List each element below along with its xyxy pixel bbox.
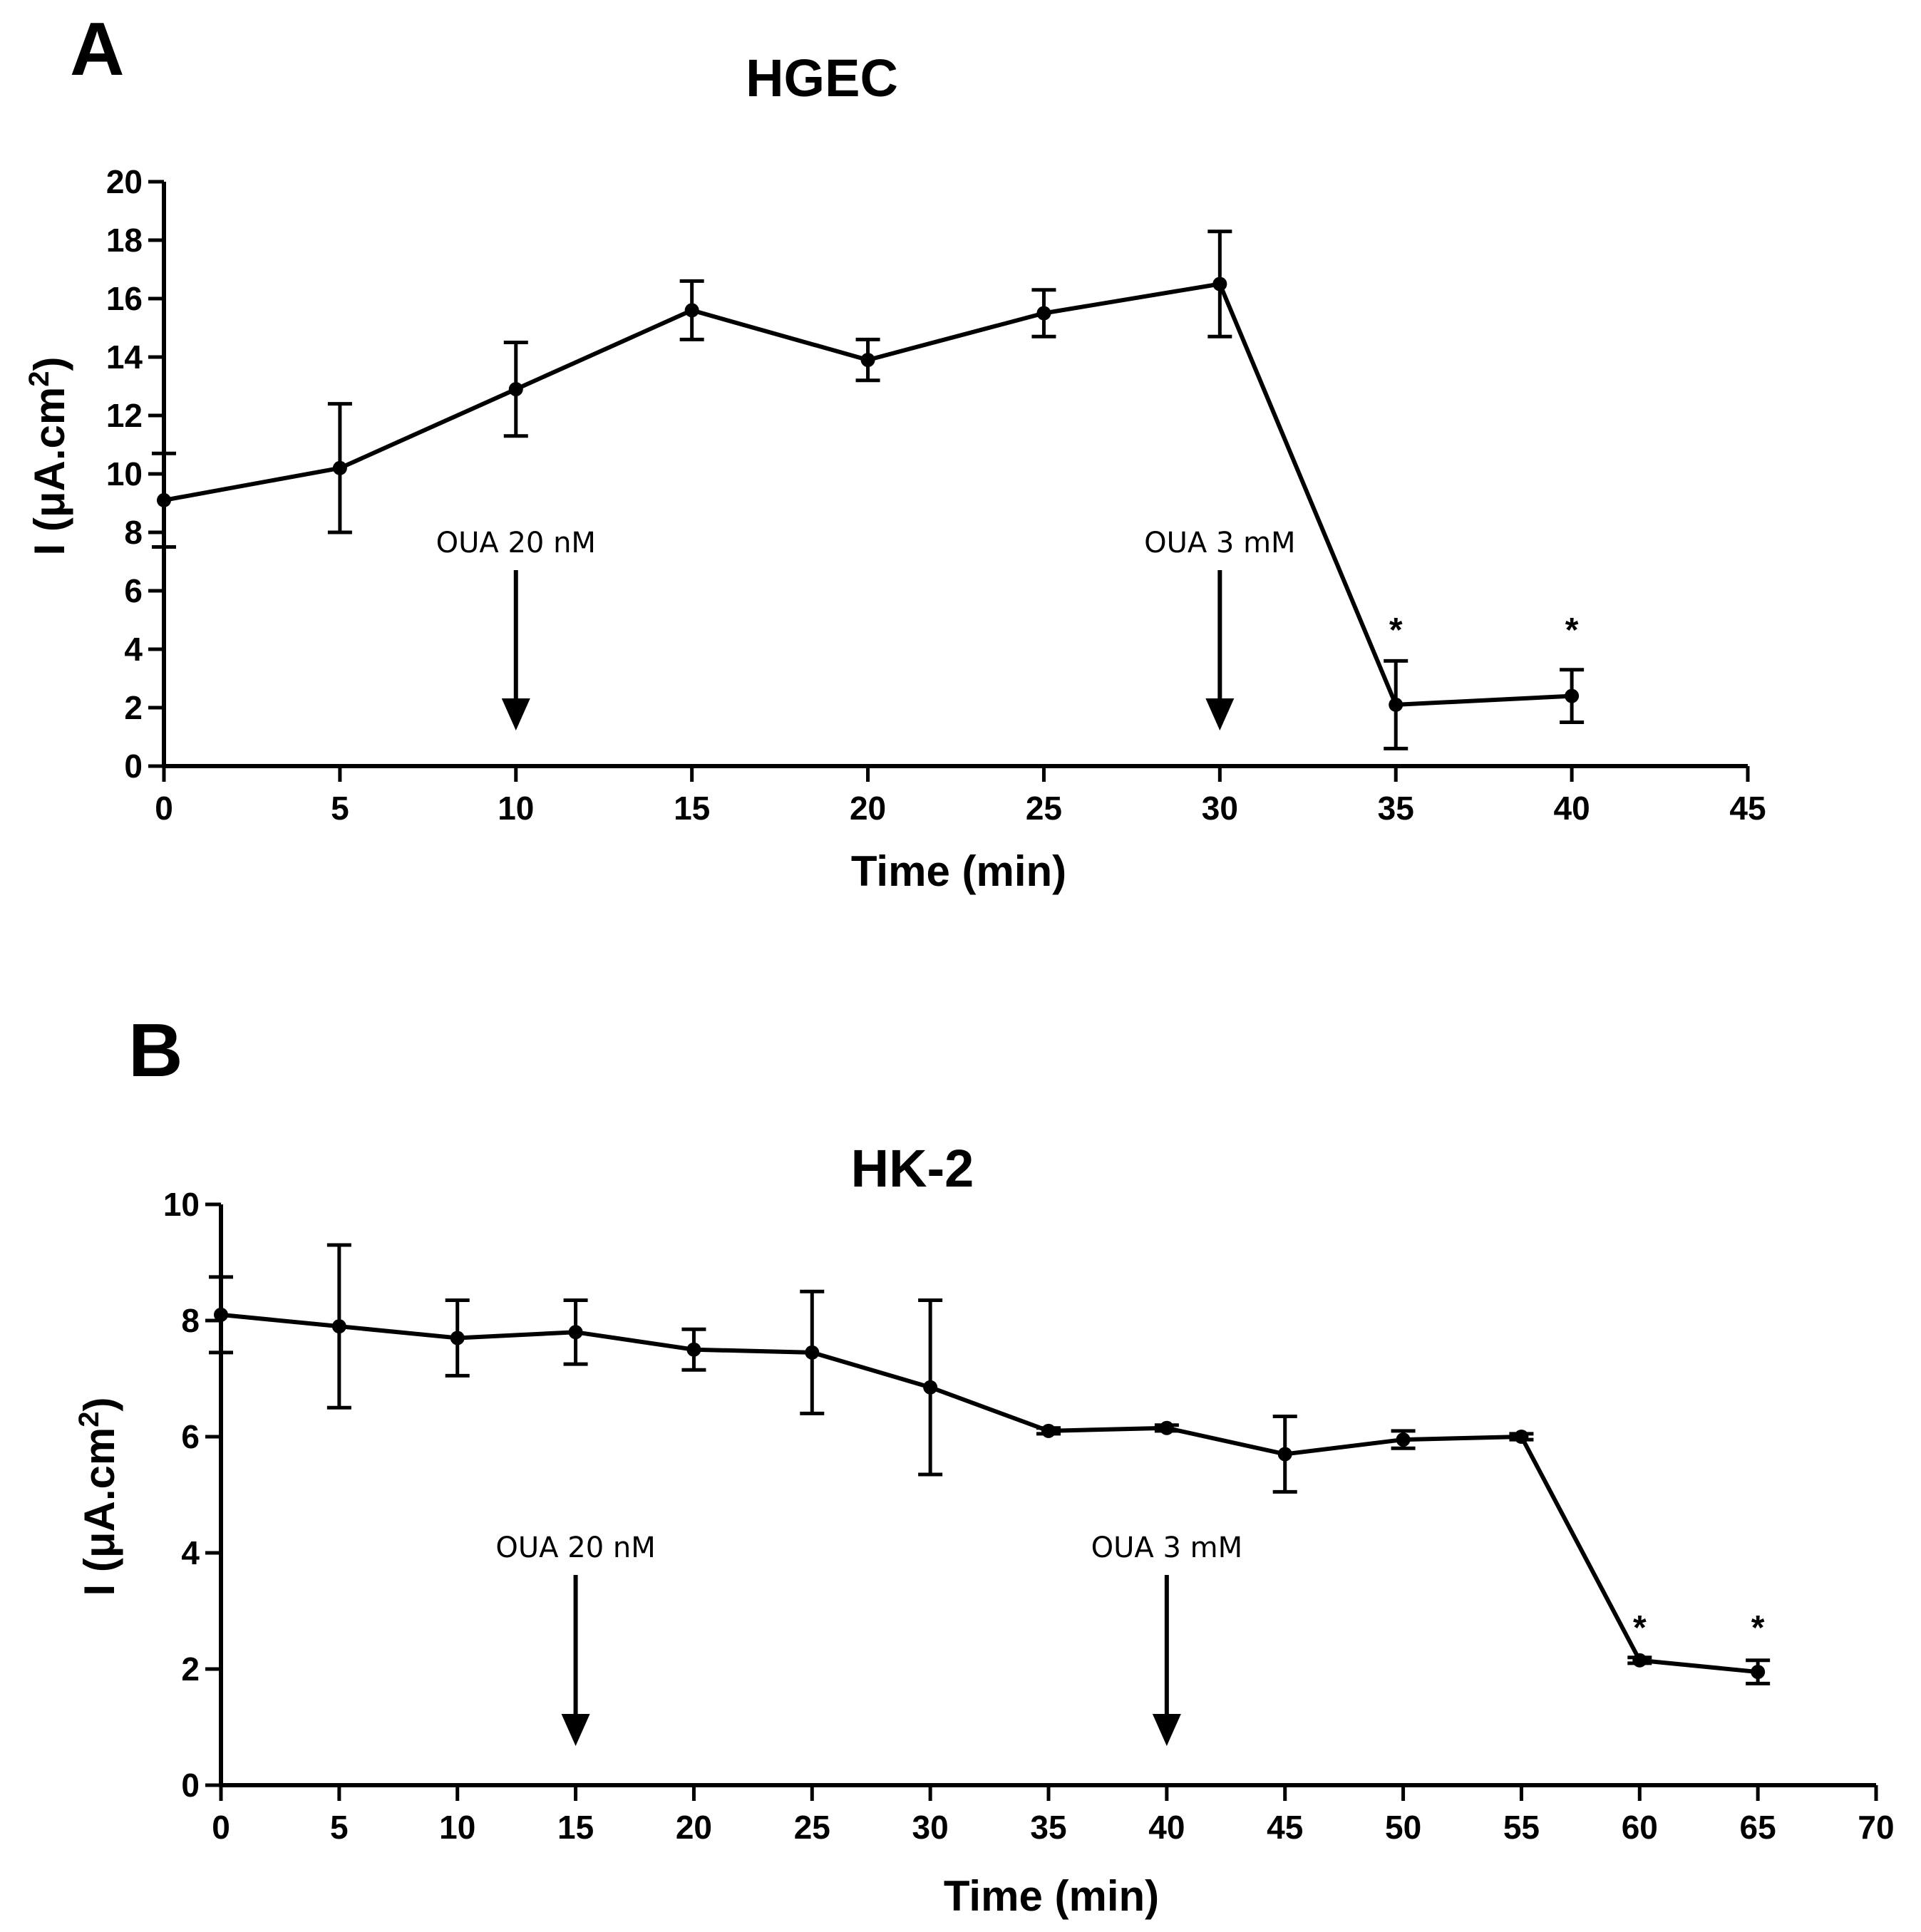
annotation-arrow-head-b [1152,1714,1181,1746]
x-tick-label-a: 35 [1378,790,1414,827]
data-point-a [1565,688,1580,703]
y-tick-label-b: 10 [163,1186,200,1223]
data-point-b [331,1319,346,1334]
x-tick-label-b: 40 [1148,1809,1185,1846]
x-tick-label-a: 40 [1554,790,1590,827]
x-tick-label-a: 15 [674,790,710,827]
y-tick-label-b: 8 [181,1302,200,1339]
annotation-arrow-head-a [501,698,530,730]
panel-letter-a: A [70,7,125,91]
significance-star-b: * [1633,1609,1647,1647]
y-tick-label-a: 8 [124,514,143,551]
data-point-b [1277,1447,1292,1462]
y-tick-label-a: 2 [124,689,143,726]
annotation-label-b: OUA 3 mM [1091,1531,1242,1564]
data-point-b [568,1325,583,1340]
y-axis-label-b: I (μA.cm2) [73,1398,123,1596]
x-tick-label-b: 35 [1030,1809,1066,1846]
data-point-b [805,1345,820,1360]
y-tick-label-a: 18 [106,222,143,259]
data-point-b [1396,1432,1411,1447]
x-tick-label-b: 50 [1385,1809,1421,1846]
x-tick-label-a: 10 [498,790,534,827]
data-point-a [1036,306,1051,321]
data-point-a [1389,697,1404,712]
x-tick-label-b: 55 [1503,1809,1540,1846]
annotation-label-a: OUA 3 mM [1144,527,1295,559]
y-tick-label-b: 0 [181,1767,200,1804]
x-tick-label-a: 20 [850,790,886,827]
x-tick-label-b: 15 [557,1809,594,1846]
x-tick-label-b: 10 [439,1809,475,1846]
x-axis-label-b: Time (min) [944,1872,1159,1920]
x-tick-label-b: 60 [1622,1809,1658,1846]
x-tick-label-b: 65 [1740,1809,1776,1846]
data-point-b [1751,1665,1766,1680]
y-tick-label-b: 2 [181,1651,200,1688]
y-tick-label-a: 6 [124,572,143,609]
significance-star-b: * [1751,1609,1765,1647]
data-point-a [157,492,171,507]
y-tick-label-a: 16 [106,280,143,317]
data-point-b [1041,1423,1056,1438]
plot-area-a: 0 2 4 6 8 10 12 14 16 18 20 0 5 10 15 20 25 30 35 40 45 OUA 2… [106,163,1766,827]
data-point-b [1632,1653,1647,1668]
data-point-a [332,460,347,475]
series-line-b [220,1312,1758,1675]
annotation-arrow-head-b [561,1714,590,1746]
x-tick-label-b: 5 [330,1809,349,1846]
data-point-a [1212,277,1227,291]
x-tick-label-b: 20 [676,1809,712,1846]
chart-title-b: HK-2 [851,1139,974,1198]
y-tick-label-a: 12 [106,397,143,434]
x-tick-label-a: 25 [1026,790,1062,827]
y-tick-label-a: 20 [106,163,143,200]
annotation-label-b: OUA 20 nM [495,1531,655,1564]
y-tick-label-a: 0 [124,748,143,785]
x-axis-label-a: Time (min) [851,847,1066,895]
chart-title-a: HGEC [746,48,898,108]
data-point-a [684,303,699,318]
x-tick-label-a: 0 [155,790,173,827]
significance-star-a: * [1565,611,1579,649]
x-tick-label-b: 70 [1858,1809,1894,1846]
significance-star-a: * [1389,611,1403,649]
data-point-b [450,1331,465,1345]
x-tick-label-a: 5 [331,790,349,827]
y-tick-label-a: 4 [124,631,143,668]
x-tick-label-b: 25 [794,1809,830,1846]
annotation-label-a: OUA 20 nM [436,527,596,559]
plot-area-b: 0 2 4 6 8 10 0 5 10 15 20 25 30 35 40 45 50 55 60 65 70 OUA 2… [163,1186,1895,1846]
x-tick-label-a: 45 [1729,790,1766,827]
panel-letter-b: B [128,1008,183,1092]
data-point-b [686,1342,701,1357]
data-point-b [1159,1420,1174,1435]
y-axis-label-a: I (μA.cm2) [24,357,73,556]
y-tick-label-a: 14 [106,339,143,376]
data-point-b [214,1307,228,1322]
x-tick-label-b: 0 [212,1809,230,1846]
y-tick-label-b: 6 [181,1418,200,1455]
annotation-arrow-head-a [1205,698,1235,730]
x-tick-label-b: 45 [1267,1809,1303,1846]
x-tick-label-b: 30 [912,1809,949,1846]
y-tick-label-b: 4 [181,1534,200,1571]
y-tick-label-a: 10 [106,455,143,492]
data-point-a [508,382,523,397]
data-point-b [923,1380,938,1395]
data-point-b [1514,1430,1529,1444]
data-point-a [860,353,875,368]
x-tick-label-a: 30 [1202,790,1238,827]
